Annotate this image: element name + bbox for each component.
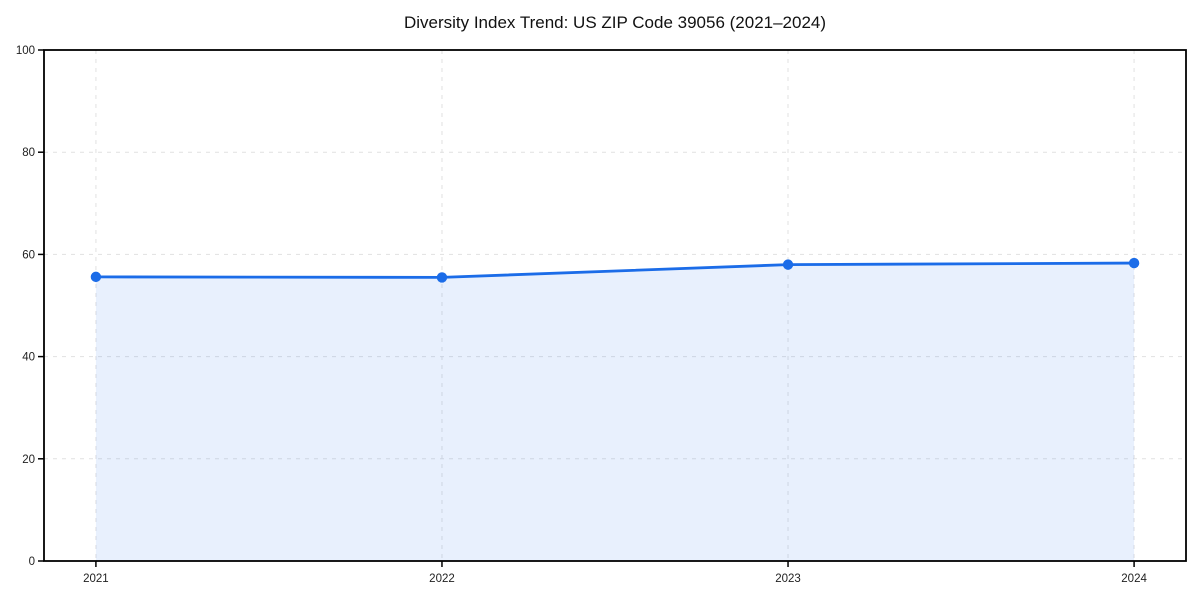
y-tick-label: 100 <box>16 45 35 57</box>
y-tick-label: 40 <box>22 352 35 364</box>
plot-border <box>43 49 1187 562</box>
x-tick-label: 2022 <box>429 573 455 585</box>
x-tick-label: 2024 <box>1121 573 1147 585</box>
x-tick-label: 2023 <box>775 573 801 585</box>
x-tick-label: 2021 <box>83 573 109 585</box>
area-fill <box>95 263 1135 561</box>
data-point-2022 <box>436 272 448 283</box>
trend-line <box>94 261 1136 279</box>
data-point-2024 <box>1128 257 1140 269</box>
chart-title: Diversity Index Trend: US ZIP Code 39056… <box>403 13 827 32</box>
data-point-2021 <box>90 271 102 283</box>
y-tick-label: 20 <box>22 454 35 466</box>
y-tick-label: 80 <box>22 147 35 159</box>
y-tick-label: 60 <box>22 249 35 261</box>
y-tick-label: 0 <box>29 556 35 568</box>
data-point-2023 <box>782 259 794 270</box>
